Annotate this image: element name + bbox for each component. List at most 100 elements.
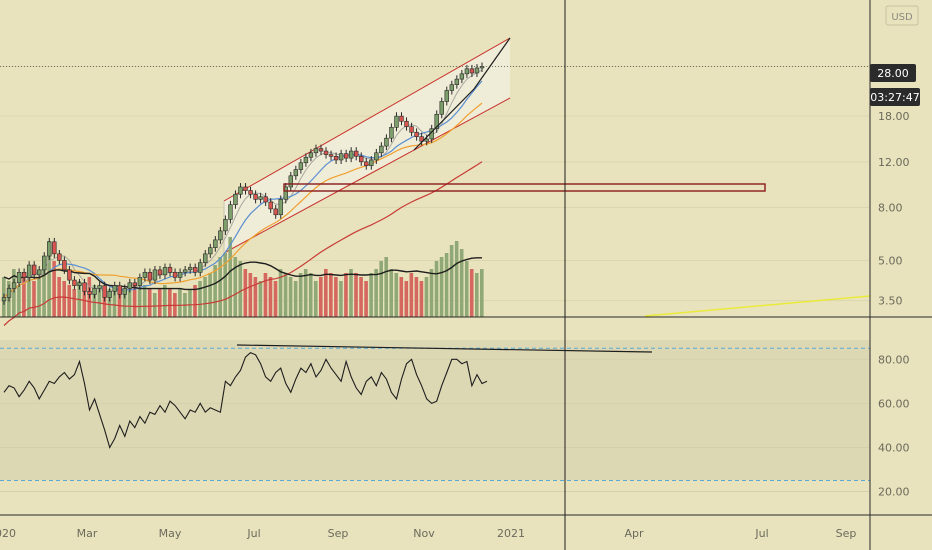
- volume-bar: [32, 281, 36, 317]
- rsi-tick-label: 60.00: [878, 397, 910, 410]
- candle-down: [167, 267, 173, 273]
- wedge-lower-line[interactable]: [413, 88, 475, 151]
- time-tick-label: Apr: [624, 527, 644, 540]
- volume-bar: [188, 289, 192, 317]
- volume-bar: [364, 281, 368, 317]
- volume-bar: [228, 237, 233, 317]
- candle-up: [137, 277, 143, 286]
- time-tick-label: Mar: [77, 527, 98, 540]
- candle-down: [323, 150, 329, 155]
- candle-down: [172, 272, 178, 278]
- candle-up: [293, 169, 299, 177]
- currency-label: USD: [891, 12, 913, 23]
- candle-down: [318, 148, 324, 152]
- volume-bar: [344, 273, 348, 317]
- volume-bar: [459, 249, 464, 317]
- wedge-upper-line[interactable]: [473, 37, 511, 90]
- volume-bar: [429, 269, 434, 317]
- volume-bar: [122, 293, 127, 317]
- candle-up: [278, 199, 283, 216]
- volume-bar: [17, 285, 21, 317]
- volume-bar: [404, 281, 409, 317]
- volume-bar: [127, 289, 132, 317]
- candle-down: [414, 131, 419, 137]
- channel-lower[interactable]: [223, 97, 511, 254]
- candle-up: [283, 186, 288, 200]
- price-tick-label: 8.00: [878, 201, 903, 214]
- rsi-line: [3, 351, 488, 449]
- candle-down: [147, 272, 153, 281]
- candle-up: [107, 291, 112, 298]
- candle-down: [248, 190, 253, 195]
- volume-bar: [67, 285, 72, 317]
- candle-up: [434, 113, 439, 130]
- candle-down: [359, 156, 364, 163]
- rsi-trendline[interactable]: [236, 344, 653, 353]
- time-tick-label: May: [159, 527, 182, 540]
- volume-bar: [203, 277, 207, 317]
- candle-up: [187, 267, 193, 271]
- rsi-band-fill: [0, 340, 870, 480]
- candle-up: [122, 288, 127, 295]
- volume-bar: [399, 277, 404, 317]
- time-tick-label: Jul: [246, 527, 260, 540]
- candle-up: [162, 267, 168, 276]
- volume-bar: [137, 289, 142, 317]
- candle-down: [62, 260, 67, 271]
- candle-up: [449, 84, 455, 91]
- volume-bar: [168, 289, 172, 317]
- candle-down: [193, 267, 198, 273]
- volume-bar: [394, 273, 399, 317]
- price-tick-label: 18.00: [878, 110, 910, 123]
- volume-bar: [107, 289, 112, 317]
- candle-up: [389, 127, 394, 139]
- volume-bar: [454, 241, 459, 317]
- candle-down: [31, 264, 37, 276]
- volume-bar: [273, 281, 278, 317]
- volume-bar: [419, 281, 424, 317]
- candle-up: [348, 150, 354, 159]
- volume-bar: [152, 293, 157, 317]
- sma-mid-line: [3, 80, 483, 298]
- rsi-tick-label: 20.00: [878, 486, 910, 499]
- candle-up: [308, 152, 314, 158]
- volume-ma-line: [3, 257, 482, 291]
- candle-up: [228, 204, 233, 220]
- candle-up: [394, 115, 399, 128]
- candle-down: [469, 68, 475, 74]
- axes: 3.50 5.00 8.00 12.00 18.00 20.00 40.00 60.00 80.…: [0, 110, 910, 540]
- candle-up: [459, 73, 465, 80]
- volume-bar: [213, 265, 217, 317]
- volume-bar: [47, 241, 51, 317]
- volume-bar: [318, 277, 323, 317]
- price-tick-label: 5.00: [878, 254, 903, 267]
- volume-bar: [474, 273, 479, 317]
- volume-bar: [384, 257, 388, 317]
- currency-badge[interactable]: [885, 5, 919, 26]
- resistance-zone[interactable]: [283, 183, 766, 192]
- volume-bar: [37, 277, 41, 317]
- volume-bar: [268, 277, 273, 317]
- candle-down: [364, 161, 369, 166]
- candle-down: [404, 120, 409, 127]
- volume-bar: [288, 277, 293, 317]
- sma-long-line: [3, 161, 483, 326]
- candle-down: [328, 154, 334, 157]
- volume-bar: [308, 273, 313, 317]
- volume-bar: [72, 289, 77, 317]
- volume-bar: [449, 245, 454, 317]
- channel-upper[interactable]: [223, 37, 511, 202]
- moving-averages: [3, 69, 483, 326]
- candle-up: [152, 269, 158, 281]
- candle-down: [87, 291, 92, 295]
- volume-bar: [374, 269, 378, 317]
- candle-down: [333, 156, 339, 161]
- volume-bar: [258, 281, 263, 317]
- volume-bar: [359, 277, 363, 317]
- sma-slow-line: [3, 102, 483, 298]
- candle-down: [52, 241, 57, 255]
- projection-line[interactable]: [644, 295, 871, 317]
- volume-bar: [147, 289, 152, 317]
- volume-bar: [117, 289, 122, 317]
